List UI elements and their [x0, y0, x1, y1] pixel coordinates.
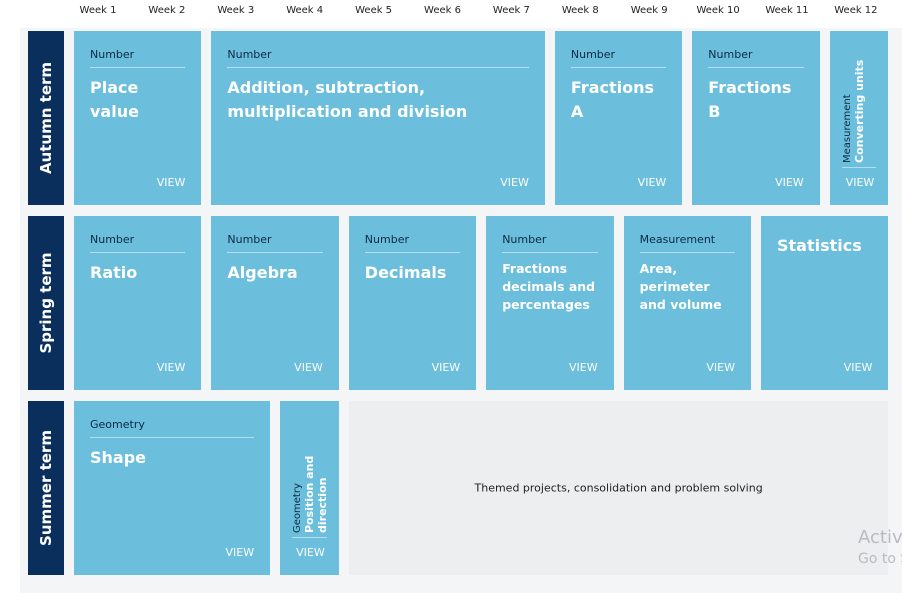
week-label: Week 9 — [630, 5, 668, 16]
topic-title: Fractions A — [570, 78, 655, 121]
block-text: Themed projects, consolidation and probl… — [474, 481, 763, 495]
topic-card: Geometry Shape VIEW — [74, 401, 271, 575]
topic-title: Ratio — [90, 263, 138, 282]
topic-card: Number Fractions B VIEW — [692, 31, 820, 205]
week-label: Week 2 — [148, 5, 186, 16]
view-link[interactable]: VIEW — [568, 361, 598, 374]
topic-title: Position and direction — [303, 455, 330, 533]
category: Number — [90, 48, 186, 68]
category: Measurement — [841, 94, 853, 163]
week-label: Week 5 — [355, 5, 393, 16]
view-link[interactable]: VIEW — [637, 176, 667, 189]
topic-card: Number Fractions A VIEW — [554, 31, 683, 205]
vertical-label: Geometry Position and direction — [292, 411, 329, 533]
watermark: Activ — [858, 527, 902, 548]
view-link[interactable]: VIEW — [296, 546, 325, 559]
view-link[interactable]: VIEW — [294, 361, 323, 374]
topic-card: Measurement Converting units VIEW — [829, 31, 889, 205]
category: Number — [227, 233, 323, 253]
topic-title: Algebra — [227, 263, 298, 282]
view-link[interactable]: VIEW — [706, 361, 735, 374]
term-name: Spring term — [37, 252, 55, 354]
info-block: Themed projects, consolidation and probl… — [348, 401, 889, 575]
topic-card: Number Fractions decimals and percentages… — [486, 216, 614, 390]
week-label: Week 4 — [286, 5, 324, 16]
topic-title: Area, perimeter and volume — [639, 261, 722, 312]
category: Measurement — [639, 233, 735, 253]
category: Number — [227, 48, 529, 68]
topic-card: Number Place value VIEW — [74, 31, 202, 205]
watermark: Go to S — [858, 551, 902, 567]
view-link[interactable]: VIEW — [225, 546, 255, 559]
view-link[interactable]: VIEW — [431, 361, 461, 374]
topic-title: Fractions decimals and percentages — [502, 261, 596, 312]
view-link[interactable]: VIEW — [156, 361, 186, 374]
category: Number — [708, 48, 804, 68]
view-link[interactable]: VIEW — [500, 176, 529, 189]
category: Geometry — [292, 483, 304, 533]
term-name: Summer term — [37, 430, 55, 546]
topic-title: Place value — [90, 78, 139, 121]
divider — [841, 167, 877, 168]
week-label: Week 7 — [492, 5, 530, 16]
term-label: Spring term — [28, 216, 64, 390]
view-link[interactable]: VIEW — [775, 176, 804, 189]
vertical-label: Measurement Converting units — [842, 41, 866, 163]
topic-title: Addition, subtraction, multiplication an… — [227, 78, 468, 121]
topic-title: Converting units — [852, 59, 866, 163]
divider — [292, 537, 327, 538]
term-name: Autumn term — [37, 61, 55, 175]
topic-card: Number Ratio VIEW — [74, 216, 202, 390]
view-link[interactable]: VIEW — [843, 361, 873, 374]
topic-card: Number Addition, subtraction, multiplicat… — [211, 31, 545, 205]
topic-card: Number Decimals VIEW — [348, 216, 477, 390]
topic-title: Decimals — [364, 263, 447, 282]
week-label: Week 10 — [696, 5, 740, 16]
view-link[interactable]: VIEW — [845, 176, 875, 189]
category: Number — [570, 48, 667, 68]
topic-card: Number Algebra VIEW — [211, 216, 339, 390]
topic-card: Geometry Position and direction VIEW — [280, 401, 339, 575]
topic-title: Shape — [90, 448, 147, 467]
week-label: Week 11 — [765, 5, 809, 16]
week-label: Week 8 — [561, 5, 599, 16]
category: Number — [364, 233, 461, 253]
category: Number — [90, 233, 186, 253]
topic-card: Measurement Area, perimeter and volume VIE… — [623, 216, 751, 390]
topic-title: Statistics — [777, 236, 862, 255]
week-label: Week 6 — [424, 5, 461, 16]
week-label: Week 12 — [834, 5, 878, 16]
week-label: Week 1 — [79, 5, 117, 16]
topic-card: Statistics VIEW — [761, 216, 889, 390]
topic-title: Fractions B — [708, 78, 792, 121]
view-link[interactable]: VIEW — [156, 176, 186, 189]
category: Geometry — [90, 418, 255, 438]
category: Number — [502, 233, 598, 253]
term-label: Summer term — [28, 401, 64, 575]
term-label: Autumn term — [28, 31, 64, 205]
week-label: Week 3 — [217, 5, 255, 16]
